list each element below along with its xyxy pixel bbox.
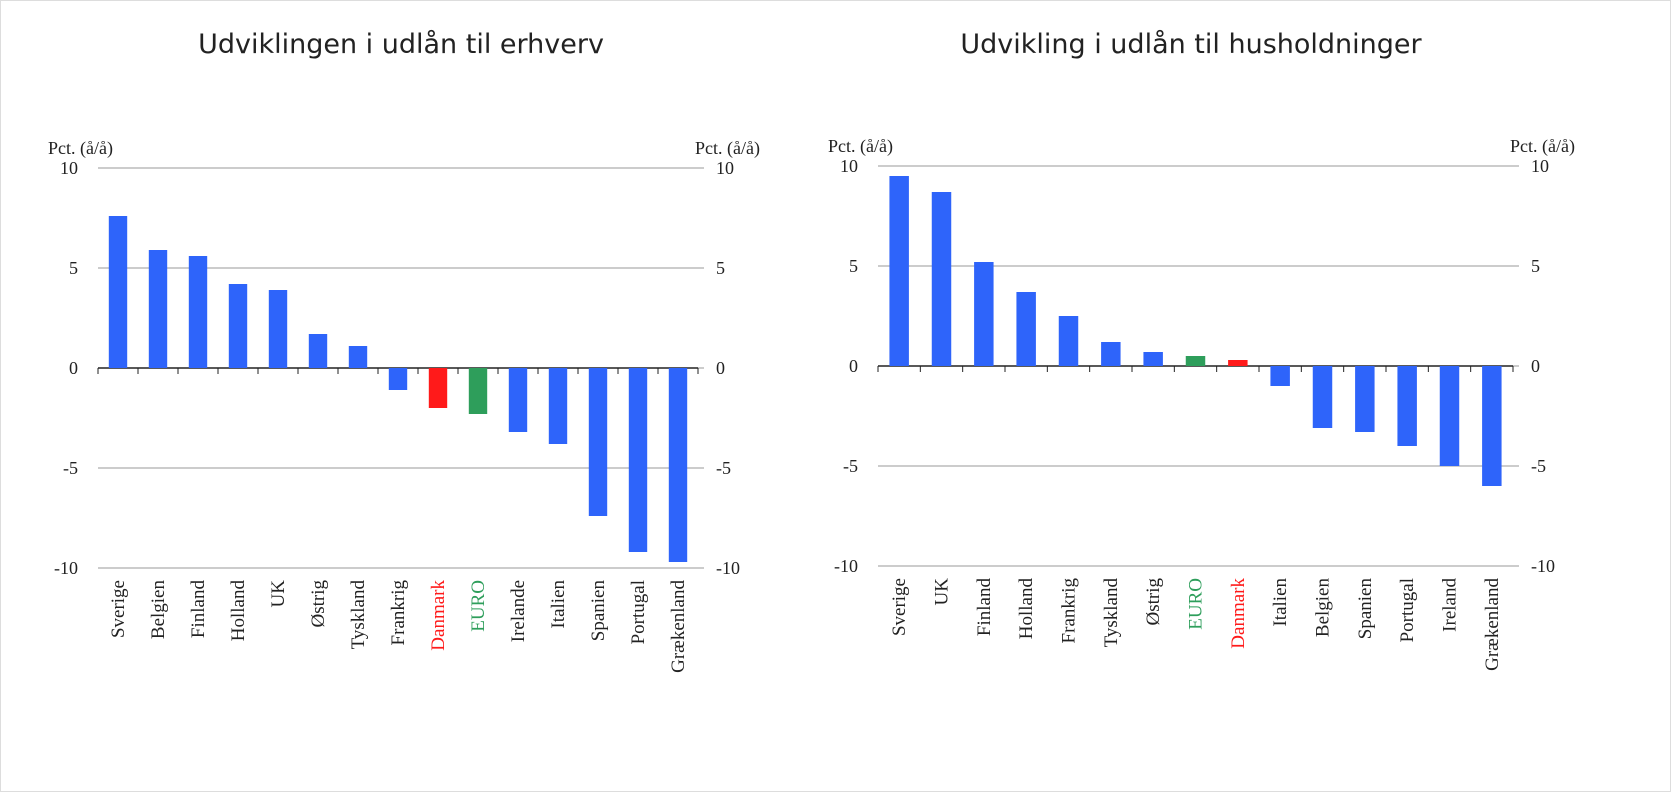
y2-tick-label: 10 [1531,156,1549,176]
x-tick-label: EURO [1186,578,1207,630]
y2-axis-label: Pct. (å/å) [1510,136,1575,157]
bar [889,176,909,366]
x-tick-label: Irelande [508,580,529,642]
x-tick-label: Ireland [1440,578,1461,632]
bar [508,368,528,432]
chart-title: Udviklingen i udlån til erhverv [198,29,604,60]
x-tick-label: Grækenland [1482,578,1503,671]
x-tick-label: Portugal [1397,578,1418,642]
y2-tick-label: 5 [716,258,725,278]
x-tick-label: EURO [468,580,489,632]
x-tick-label: Holland [1016,578,1037,640]
bar [1397,366,1417,446]
bar [1016,292,1036,366]
x-tick-label: Finland [188,580,209,639]
bar [1439,366,1460,466]
y2-tick-label: -10 [716,558,740,578]
x-tick-label: Spanien [588,580,609,642]
bar [1058,316,1079,366]
x-tick-label: UK [932,578,953,606]
bar [1185,356,1206,366]
bar [1482,366,1502,486]
bar [974,262,994,366]
y-tick-label: -5 [63,458,78,478]
x-tick-label: Danmark [428,580,449,651]
x-tick-label: Tyskland [348,580,369,650]
x-tick-label: Finland [974,578,995,637]
bar [628,368,648,552]
y-tick-label: -10 [54,558,78,578]
bar [308,334,328,368]
x-tick-label: Østrig [1143,578,1164,626]
chart-title: Udvikling i udlån til husholdninger [960,29,1422,60]
bar [1355,366,1375,432]
y-axis-label: Pct. (å/å) [48,138,113,159]
y2-tick-label: -10 [1531,556,1555,576]
x-tick-label: Spanien [1355,578,1376,640]
bar [108,216,128,368]
y-tick-label: -5 [843,456,858,476]
x-tick-label: Sverige [889,578,910,636]
bar [388,368,408,390]
x-tick-label: Frankrig [388,580,409,646]
x-tick-label: UK [268,580,289,608]
bar [428,368,448,408]
x-tick-label: Portugal [628,580,649,644]
x-tick-label: Tyskland [1101,578,1122,648]
y2-tick-label: -5 [1531,456,1546,476]
bar [668,368,688,562]
y-tick-label: 10 [60,158,78,178]
bar [931,192,952,366]
y2-tick-label: 0 [716,358,725,378]
bar [1270,366,1290,386]
x-tick-label: Danmark [1228,578,1249,649]
x-tick-label: Belgien [148,580,169,640]
x-tick-label: Frankrig [1059,578,1080,644]
x-tick-label: Sverige [108,580,129,638]
bar [148,250,168,368]
y-tick-label: 0 [69,358,78,378]
x-tick-label: Italien [1270,578,1291,627]
bar [1228,360,1248,366]
y-tick-label: 5 [849,256,858,276]
y2-tick-label: -5 [716,458,731,478]
x-tick-label: Belgien [1313,578,1334,638]
x-tick-label: Italien [548,580,569,629]
bar [1312,366,1333,428]
y-tick-label: 0 [849,356,858,376]
bar [468,368,488,414]
y2-tick-label: 5 [1531,256,1540,276]
bar [228,284,248,368]
x-tick-label: Holland [228,580,249,642]
y-axis-label: Pct. (å/å) [828,136,893,157]
bar [188,256,208,368]
y2-axis-label: Pct. (å/å) [695,138,760,159]
bar [1101,342,1121,366]
y2-tick-label: 0 [1531,356,1540,376]
y2-tick-label: 10 [716,158,734,178]
x-tick-label: Grækenland [668,580,689,673]
bar [588,368,608,516]
y-tick-label: 5 [69,258,78,278]
bar [548,368,568,444]
bar [1143,352,1163,366]
y-tick-label: 10 [840,156,858,176]
bar [348,346,368,368]
bar [268,290,288,368]
y-tick-label: -10 [834,556,858,576]
x-tick-label: Østrig [308,580,329,628]
